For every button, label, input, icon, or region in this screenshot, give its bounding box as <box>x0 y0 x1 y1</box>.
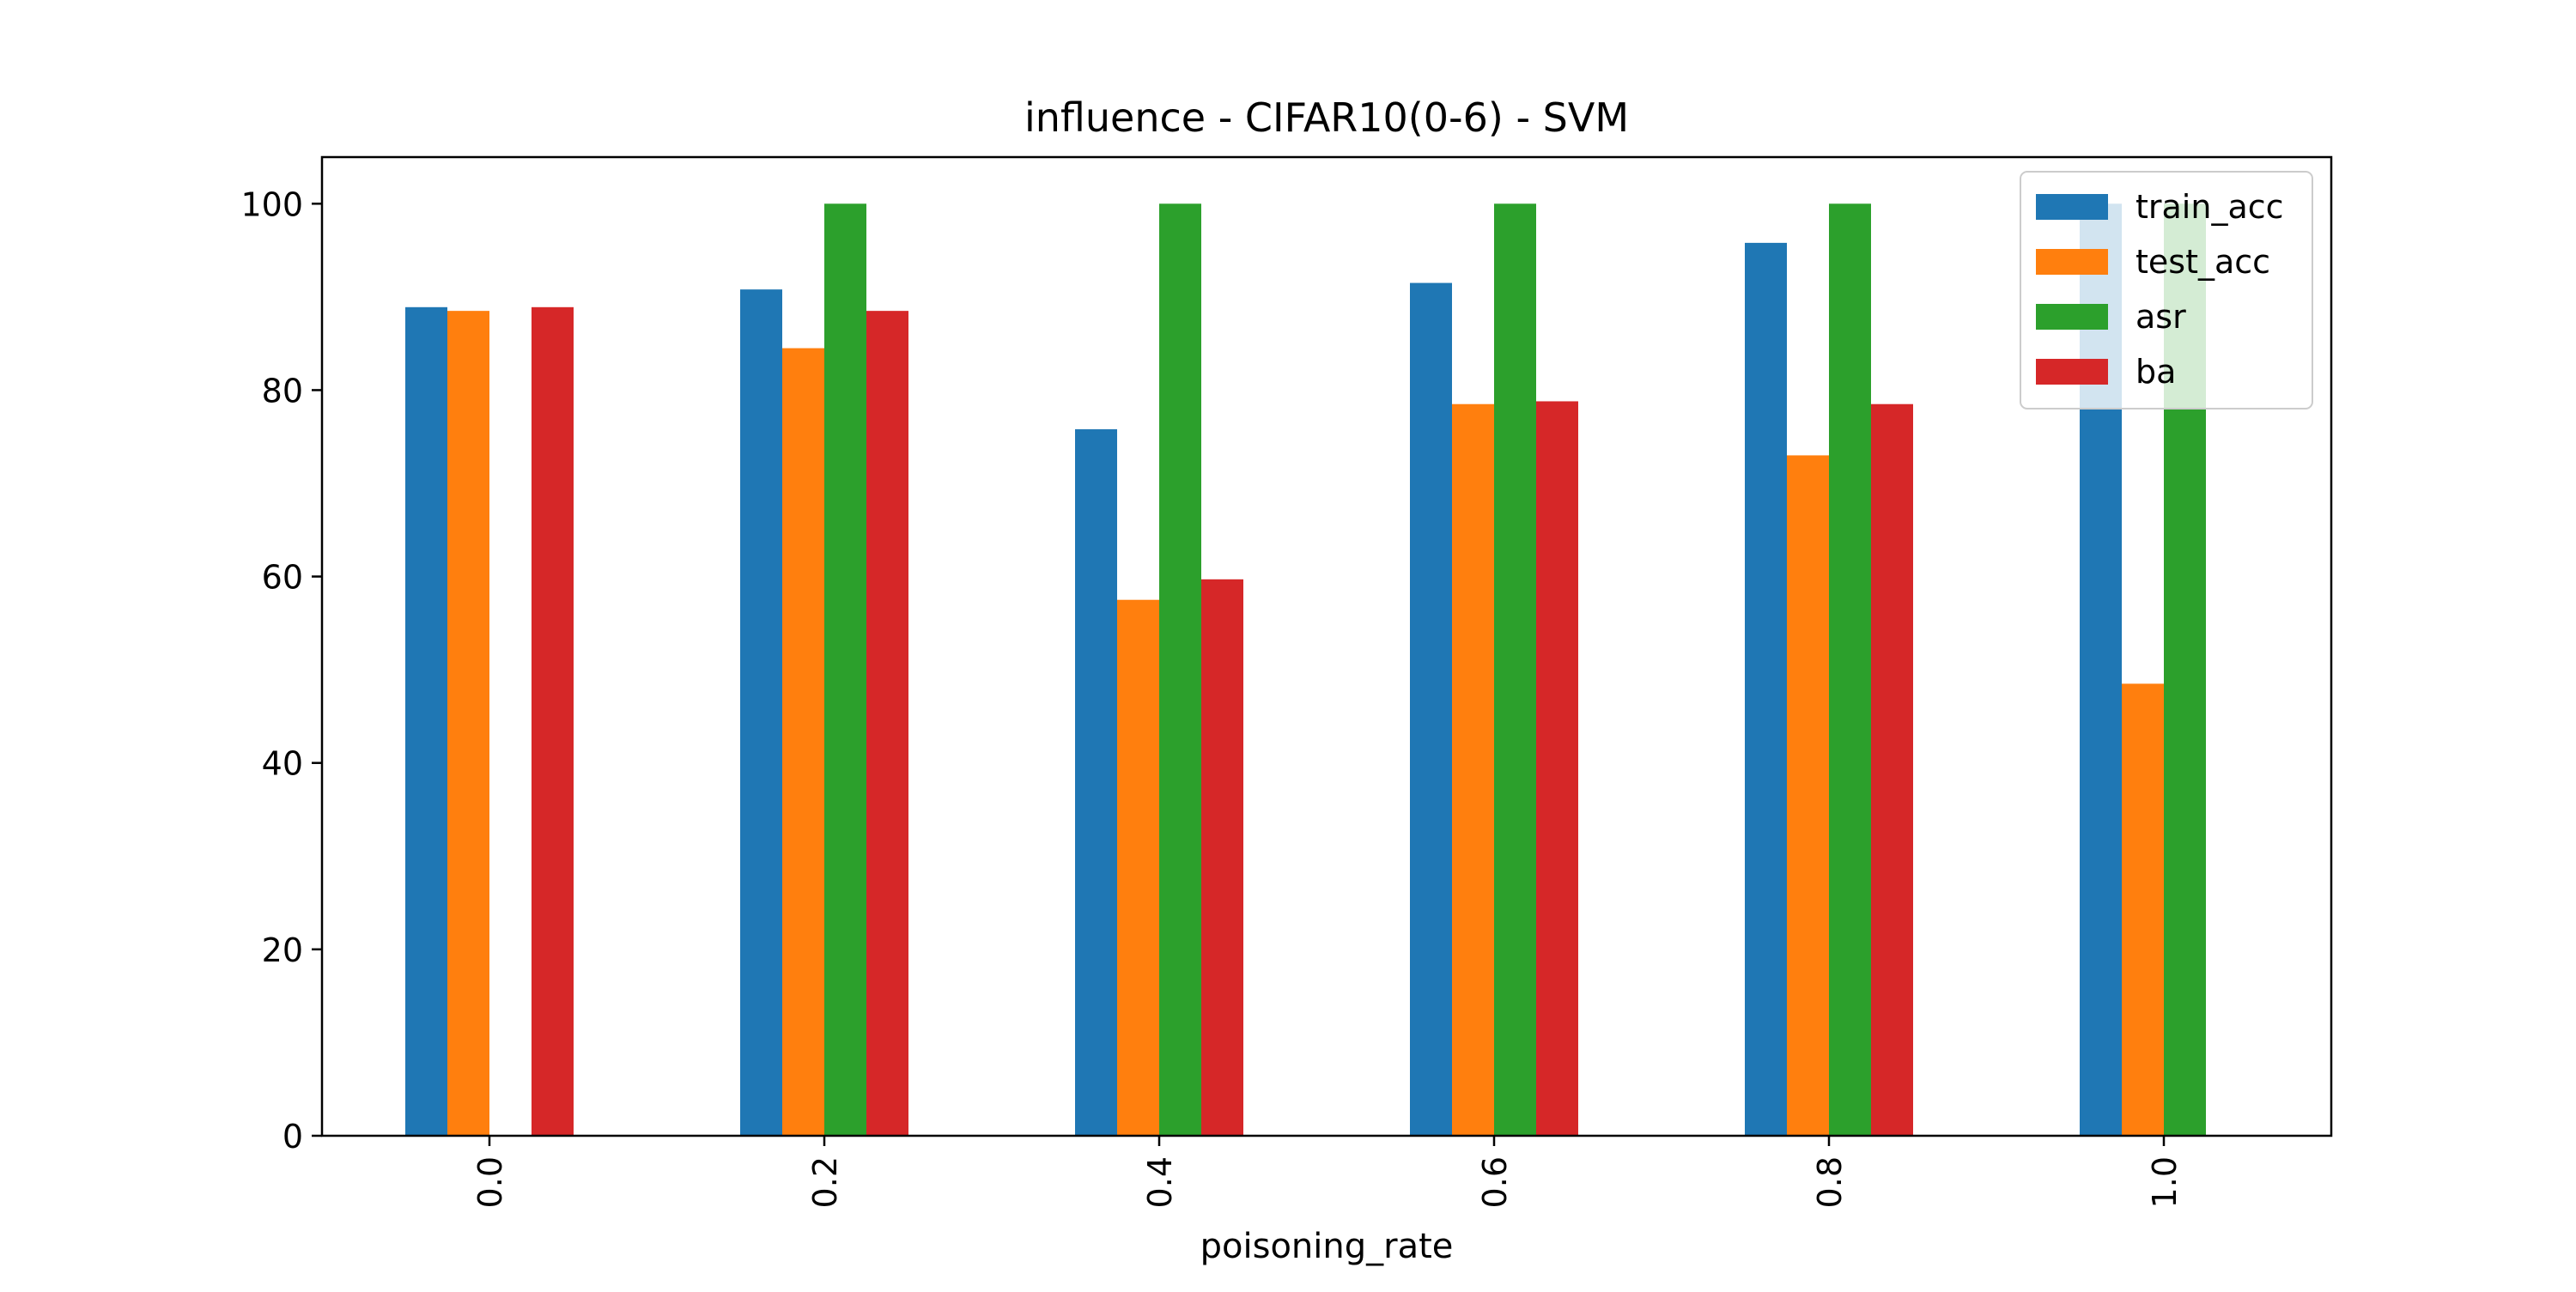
bar-ba-0.0 <box>532 306 574 1136</box>
legend-label-asr: asr <box>2136 298 2186 336</box>
bar-train_acc-0.8 <box>1745 242 1787 1136</box>
chart-title: influence - CIFAR10(0-6) - SVM <box>1024 94 1629 141</box>
bar-ba-0.2 <box>866 311 908 1137</box>
bars-layer <box>405 203 2206 1137</box>
y-axis: 0 20 40 60 80 100 <box>240 185 322 1156</box>
bar-train_acc-0.0 <box>405 306 447 1136</box>
y-tick-label: 20 <box>262 931 303 969</box>
y-tick-label: 100 <box>240 185 303 223</box>
x-tick-label: 0.6 <box>1476 1156 1514 1208</box>
y-tick-label: 80 <box>262 372 303 409</box>
bar-test_acc-0.2 <box>782 348 824 1137</box>
bar-test_acc-0.6 <box>1452 403 1494 1136</box>
x-axis: 0.0 0.2 0.4 0.6 0.8 1.0 <box>471 1136 2184 1208</box>
legend-box <box>2020 171 2313 409</box>
bar-ba-0.8 <box>1871 403 1913 1136</box>
y-tick-label: 60 <box>262 559 303 597</box>
bar-test_acc-0.4 <box>1117 599 1159 1136</box>
x-tick-label: 1.0 <box>2146 1156 2184 1208</box>
legend-label-ba: ba <box>2136 353 2176 391</box>
bar-test_acc-0.0 <box>447 311 489 1137</box>
legend-swatch-train_acc <box>2036 194 2108 220</box>
bar-test_acc-1.0 <box>2122 683 2164 1136</box>
x-axis-label: poisoning_rate <box>1200 1227 1454 1266</box>
bar-asr-0.8 <box>1829 203 1871 1136</box>
bar-train_acc-0.2 <box>740 289 782 1137</box>
bar-ba-0.4 <box>1201 579 1243 1136</box>
legend-swatch-test_acc <box>2036 249 2108 275</box>
y-tick-label: 40 <box>262 745 303 783</box>
bar-asr-0.6 <box>1494 203 1536 1136</box>
plot-frame <box>320 155 2333 1137</box>
bar-train_acc-0.4 <box>1075 429 1117 1136</box>
legend-label-train_acc: train_acc <box>2136 188 2284 226</box>
x-tick-label: 0.2 <box>806 1156 844 1208</box>
x-tick-label: 0.4 <box>1141 1156 1179 1208</box>
legend-swatch-ba <box>2036 359 2108 385</box>
bar-test_acc-0.8 <box>1787 455 1829 1136</box>
bar-asr-0.2 <box>824 203 866 1136</box>
bar-train_acc-0.6 <box>1410 282 1452 1137</box>
legend-label-test_acc: test_acc <box>2136 243 2270 281</box>
x-tick-label: 0.0 <box>471 1156 509 1208</box>
y-tick-label: 0 <box>283 1118 303 1156</box>
x-tick-label: 0.8 <box>1811 1156 1849 1208</box>
legend-swatch-asr <box>2036 304 2108 330</box>
bar-ba-0.6 <box>1536 401 1578 1136</box>
bar-asr-0.4 <box>1159 203 1201 1136</box>
